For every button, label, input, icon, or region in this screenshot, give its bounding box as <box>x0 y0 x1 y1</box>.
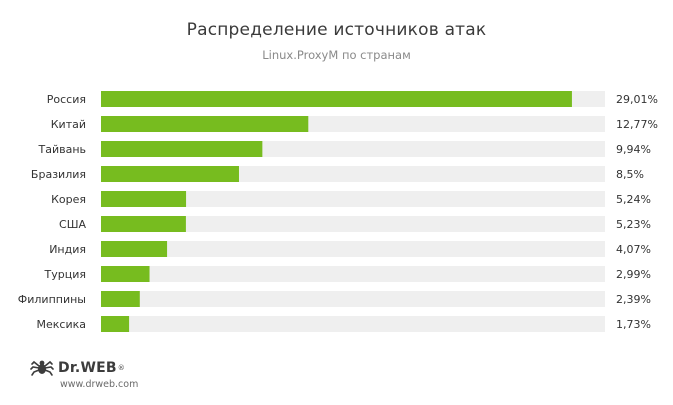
value-label: 5,24% <box>616 193 651 206</box>
category-label: Корея <box>51 193 86 206</box>
category-label: Тайвань <box>37 143 86 156</box>
bar <box>101 316 130 332</box>
value-label: 9,94% <box>616 143 651 156</box>
bar <box>101 291 140 307</box>
chart-subtitle: Linux.ProxyM по странам <box>262 48 411 62</box>
spider-icon <box>30 360 54 376</box>
bar <box>101 91 572 107</box>
category-label: Бразилия <box>31 168 86 181</box>
bar <box>101 116 309 132</box>
brand-name: Dr.WEB <box>58 360 117 376</box>
value-label: 2,99% <box>616 268 651 281</box>
bar-track <box>101 216 605 232</box>
category-label: Китай <box>51 118 86 131</box>
bar <box>101 166 239 182</box>
value-label: 4,07% <box>616 243 651 256</box>
value-label: 5,23% <box>616 218 651 231</box>
bar-track <box>101 266 605 282</box>
value-label: 2,39% <box>616 293 651 306</box>
value-label: 12,77% <box>616 118 658 131</box>
category-label: Мексика <box>37 318 86 331</box>
chart-title: Распределение источников атак <box>186 20 487 40</box>
value-label: 1,73% <box>616 318 651 331</box>
bar-track <box>101 291 605 307</box>
bar <box>101 216 186 232</box>
bar-track <box>101 241 605 257</box>
category-label: Турция <box>44 268 86 281</box>
bar-track <box>101 316 605 332</box>
bar <box>101 266 150 282</box>
category-label: Россия <box>47 93 86 106</box>
bar <box>101 141 263 157</box>
registered-mark: ® <box>117 364 125 372</box>
bar-chart: Россия 29,01% Китай 12,77% Тайвань 9,94% Брази… <box>18 91 658 332</box>
value-label: 29,01% <box>616 93 658 106</box>
bar <box>101 241 168 257</box>
bar <box>101 191 187 207</box>
category-label: Индия <box>49 243 86 256</box>
bar-track <box>101 191 605 207</box>
brand-url[interactable]: www.drweb.com <box>60 379 139 390</box>
category-label: Филиппины <box>18 293 86 306</box>
value-label: 8,5% <box>616 168 644 181</box>
category-label: США <box>59 218 86 231</box>
drweb-logo: Dr.WEB ® <box>30 358 125 378</box>
